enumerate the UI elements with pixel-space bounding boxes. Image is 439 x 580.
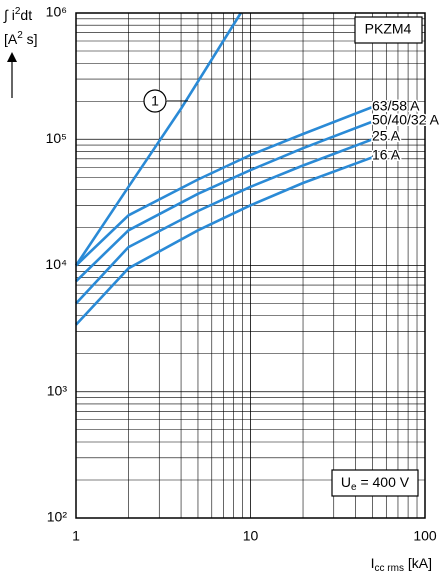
x-axis-label: Icc rms [kA]: [371, 555, 432, 574]
plot-frame: [75, 12, 426, 519]
curve-marker-label: 1: [151, 93, 159, 109]
voltage-label: Ue = 400 V: [341, 474, 410, 493]
series-line: [75, 105, 373, 267]
series-label: 16 A: [372, 147, 401, 163]
x-tick-label: 10: [243, 528, 259, 544]
y-axis-unit: [A2 s]: [4, 30, 38, 47]
grid: [75, 12, 426, 519]
series-line: [75, 156, 373, 326]
x-tick-label: 100: [413, 528, 437, 544]
series-line: [75, 138, 373, 305]
y-axis-label: ∫ i2dt: [3, 6, 32, 23]
series-label: 25 A: [372, 128, 401, 144]
y-tick-label: 10²: [47, 509, 68, 525]
y-tick-label: 10⁵: [46, 130, 67, 146]
y-axis-arrowhead: [7, 52, 17, 62]
series-label: 63/58 A: [372, 98, 420, 114]
y-tick-label: 10⁴: [45, 256, 67, 272]
y-tick-label: 10³: [47, 382, 68, 398]
model-box: [354, 16, 423, 44]
x-tick-label: 1: [72, 528, 80, 544]
series-line: [75, 120, 373, 283]
series-line: [74, 12, 242, 267]
curve-marker-circle: [143, 89, 167, 113]
series-label: 50/40/32 A: [372, 112, 439, 128]
series: [74, 12, 373, 326]
y-tick-label: 10⁶: [46, 4, 67, 20]
voltage-box: [331, 469, 419, 497]
model-label: PKZM4: [365, 21, 412, 37]
